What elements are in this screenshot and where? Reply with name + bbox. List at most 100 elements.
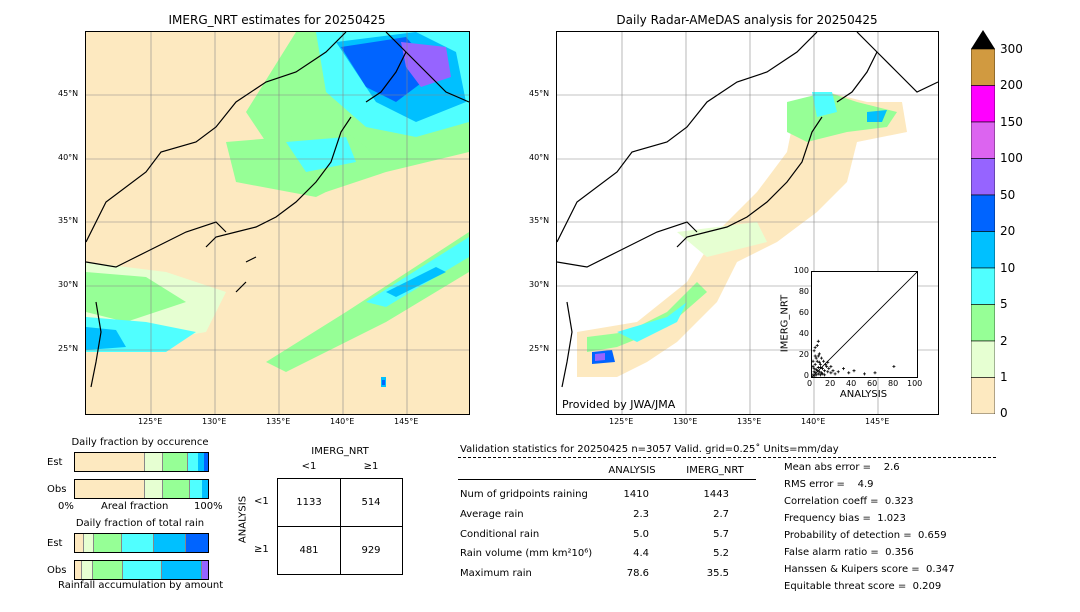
colorbar-cell (970, 267, 996, 305)
contingency-cell-a: 1133 (296, 497, 322, 508)
stats-row-label: Maximum rain (460, 568, 532, 579)
colorbar-tick: 1 (1000, 370, 1008, 384)
contingency-col-lt: <1 (301, 461, 317, 472)
stats-row-analysis: 2.3 (633, 509, 649, 520)
right-map: Provided by JWA/JMA 100 80 60 40 20 0 0 … (556, 31, 939, 415)
stats-row-label: Rain volume (mm km²10⁶) (460, 548, 593, 559)
lat-label: 40°N (58, 153, 79, 162)
lon-label: 135°E (266, 417, 291, 426)
scatter-plot-area (811, 271, 918, 378)
stats-row-label: Average rain (460, 509, 524, 520)
score-line: Mean abs error = 2.6 (784, 462, 900, 473)
total-rain-est-bar (74, 533, 209, 553)
scatter-point (825, 365, 829, 368)
occurrence-est-label: Est (47, 457, 63, 468)
total-rain-title: Daily fraction of total rain (75, 518, 205, 529)
contingency-row-lt: <1 (254, 496, 269, 507)
scatter-point (852, 369, 856, 373)
right-map-title: Daily Radar-AMeDAS analysis for 20250425 (616, 13, 878, 27)
scatter-point (822, 359, 826, 363)
scatter-point (829, 371, 833, 375)
y-tick: 0 (803, 371, 809, 380)
stats-row-label: Conditional rain (460, 529, 540, 540)
lat-label: 30°N (529, 280, 550, 289)
score-line: Equitable threat score = 0.209 (784, 581, 942, 592)
scatter-point (842, 367, 845, 371)
scatter-x-label: ANALYSIS (839, 389, 888, 400)
scatter-point (818, 373, 822, 377)
colorbar-cell (970, 158, 996, 196)
colorbar-extend-arrow (971, 30, 995, 49)
colorbar-cell (970, 231, 996, 269)
colorbar-tick: 20 (1000, 224, 1016, 238)
scatter-point (821, 367, 824, 371)
scatter-y-label: IMERG_NRT (779, 294, 791, 353)
scatter-point (816, 366, 820, 370)
scatter-point (829, 365, 833, 368)
score-line: Correlation coeff = 0.323 (784, 496, 914, 507)
colorbar (970, 30, 996, 415)
scatter-point (833, 372, 837, 376)
colorbar-svg (970, 30, 996, 415)
scatter-point (816, 339, 820, 343)
colorbar-ticks: 300 200 150 100 50 20 10 5 2 1 0 (1000, 42, 1040, 422)
scatter-y-ticks: 100 80 60 40 20 0 (785, 266, 809, 381)
occurrence-axis-mid: Areal fraction (101, 501, 169, 512)
colorbar-tick: 2 (1000, 334, 1008, 348)
right-map-rain-field (557, 32, 938, 414)
scatter-point (815, 359, 819, 363)
x-tick: 100 (907, 379, 923, 388)
lon-label: 145°E (394, 417, 419, 426)
total-rain-obs-bar (74, 560, 209, 580)
occurrence-est-bar (74, 452, 209, 472)
x-tick: 20 (825, 379, 836, 388)
lat-label: 30°N (58, 280, 79, 289)
scatter-point (863, 372, 866, 376)
colorbar-tick: 5 (1000, 297, 1008, 311)
y-tick: 60 (798, 308, 809, 317)
scatter-point (812, 374, 816, 378)
right-lat-labels: 45°N 40°N 35°N 30°N 25°N (529, 31, 555, 413)
lat-label: 35°N (529, 216, 550, 225)
scatter-point (817, 360, 821, 364)
colorbar-tick: 200 (1000, 78, 1023, 92)
stats-row-analysis: 5.0 (633, 529, 649, 540)
scatter-point (814, 373, 818, 377)
lon-label: 145°E (865, 417, 890, 426)
y-tick: 20 (798, 350, 809, 359)
contingency-header: IMERG_NRT (311, 446, 369, 457)
colorbar-tick: 150 (1000, 115, 1023, 129)
scatter-point (826, 370, 830, 374)
lon-label: 140°E (330, 417, 355, 426)
x-tick: 40 (846, 379, 857, 388)
colorbar-cell (970, 85, 996, 123)
lat-label: 45°N (529, 89, 550, 98)
score-line: Frequency bias = 1.023 (784, 513, 906, 524)
scatter-x-ticks: 0 20 40 60 80 100 (807, 379, 922, 391)
colorbar-cell (970, 48, 996, 86)
contingency-cell-b: 514 (361, 497, 381, 508)
scatter-point (826, 360, 830, 364)
stats-header-rule (458, 457, 996, 458)
occurrence-obs-label: Obs (47, 484, 67, 495)
y-tick: 40 (798, 329, 809, 338)
scatter-point (813, 346, 817, 350)
scatter-point (823, 369, 827, 373)
stats-col-analysis: ANALYSIS (608, 465, 656, 476)
stats-row-imerg: 5.7 (713, 529, 729, 540)
scatter-point (816, 372, 820, 376)
x-tick: 80 (888, 379, 899, 388)
stats-row-imerg: 2.7 (713, 509, 729, 520)
lat-label: 40°N (529, 153, 550, 162)
scatter-point (814, 368, 818, 372)
scatter-point (892, 365, 896, 368)
lat-label: 25°N (58, 344, 79, 353)
colorbar-tick: 0 (1000, 406, 1008, 420)
stats-row-imerg: 35.5 (706, 568, 729, 579)
scatter-point (819, 356, 823, 360)
left-map-title: IMERG_NRT estimates for 20250425 (168, 13, 386, 27)
lon-label: 125°E (609, 417, 634, 426)
x-tick: 0 (807, 379, 813, 388)
scatter-point (812, 367, 816, 371)
scatter-point (815, 344, 819, 347)
